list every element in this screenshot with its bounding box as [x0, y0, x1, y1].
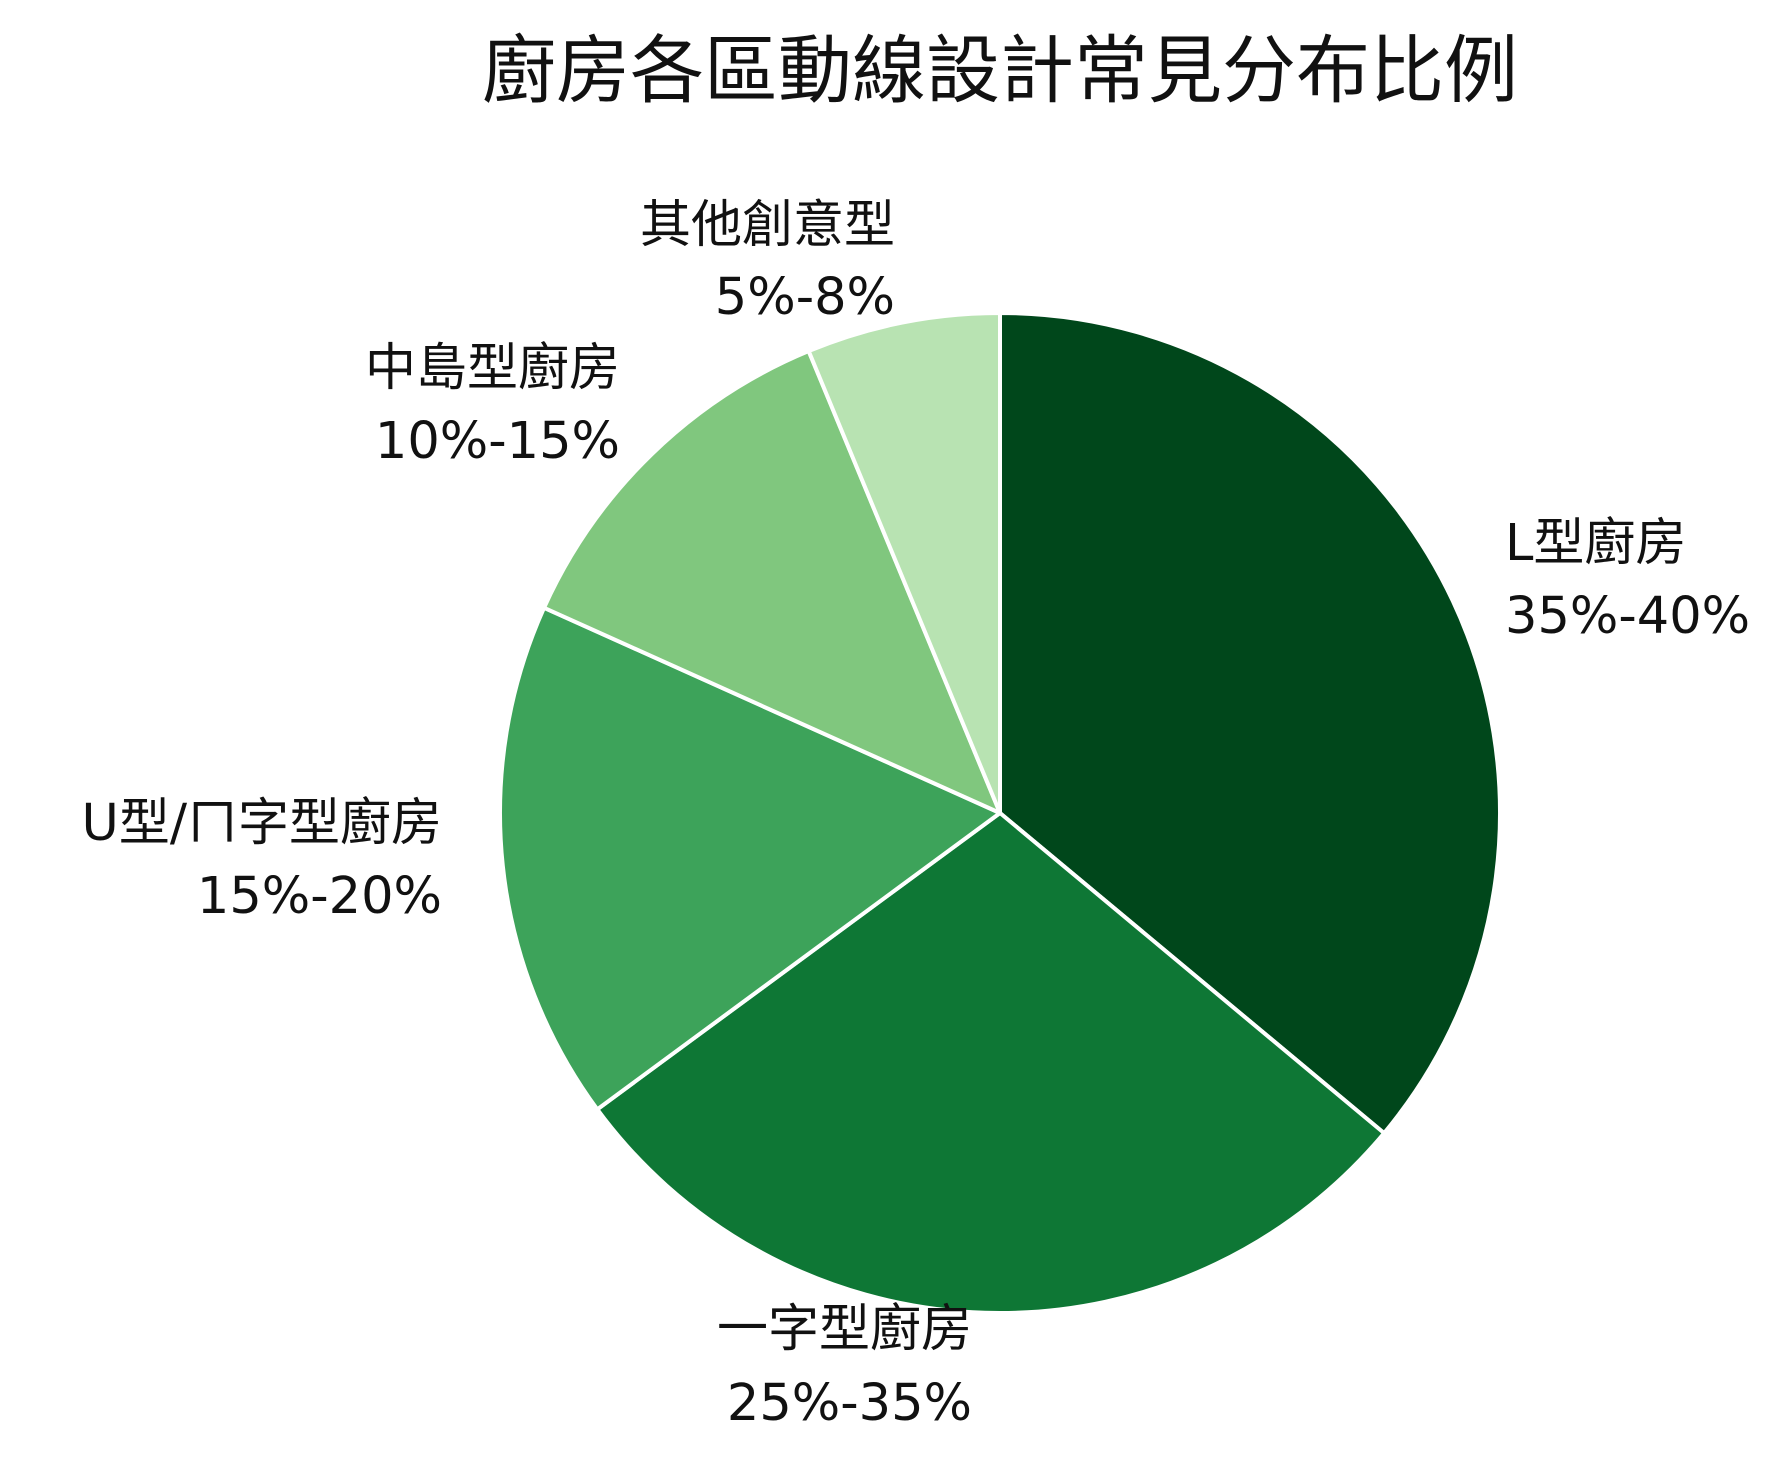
slice-label-range-4: 10%-15%: [375, 412, 620, 471]
slice-label-range-3: 15%-20%: [197, 867, 442, 926]
slice-label-name-3: U型/ㄇ字型廚房: [81, 794, 442, 853]
pie-slice-3: [498, 605, 1002, 1112]
pie-slice-4: [542, 349, 1002, 815]
slice-label-name-2: 一字型廚房: [717, 1300, 972, 1359]
slice-label-range-1: 35%-40%: [1505, 587, 1750, 646]
slice-label-range-5: 5%-8%: [715, 268, 895, 327]
slice-label-range-2: 25%-35%: [727, 1374, 972, 1433]
pie-slices: [498, 311, 1502, 1315]
chart-title: 廚房各區動線設計常見分布比例: [482, 28, 1518, 114]
pie-slice-5: [806, 311, 1002, 815]
slice-label-name-1: L型廚房: [1505, 514, 1686, 573]
slice-label-name-5: 其他創意型: [640, 196, 895, 255]
pie-slice-2: [595, 811, 1387, 1315]
pie-labels: L型廚房 35%-40% 一字型廚房 25%-35% U型/ㄇ字型廚房 15%-20% 中島…: [81, 196, 1750, 1433]
pie-slice-1: [998, 311, 1502, 1136]
slice-label-name-4: 中島型廚房: [365, 339, 620, 398]
